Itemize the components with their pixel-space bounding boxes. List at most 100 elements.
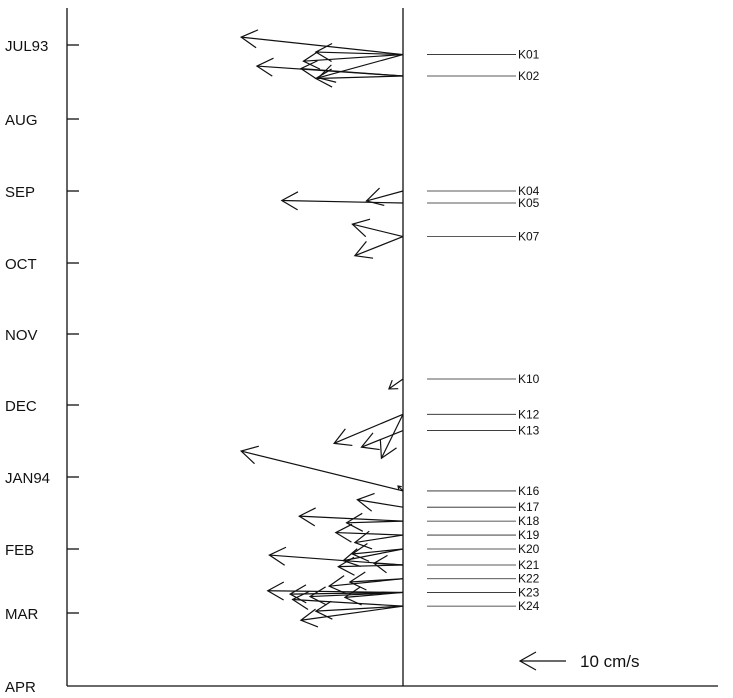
vector-k21-1-shaft	[338, 564, 404, 568]
vector-k12-0-shaft	[333, 413, 404, 444]
vector-k23-2-shaft	[310, 591, 404, 598]
station-label-k19: K19	[518, 528, 540, 542]
scale-arrow-head	[518, 651, 537, 671]
station-k22	[327, 571, 404, 595]
vector-k18-1-head	[345, 512, 364, 532]
station-k16	[239, 445, 404, 492]
vector-k24-0-shaft	[292, 598, 404, 607]
vector-k18-0-shaft	[299, 515, 404, 522]
vector-k16-1-head	[397, 485, 402, 490]
vector-k23-3	[343, 586, 404, 606]
vector-k20-1-shaft	[343, 548, 404, 562]
tick-label-aug: AUG	[5, 112, 38, 129]
vector-k10-0-head	[388, 379, 399, 390]
scale-label: 10 cm/s	[580, 652, 640, 671]
vector-k18-0	[298, 507, 404, 527]
vector-k02-0-head	[255, 57, 274, 77]
vector-k07-0-shaft	[352, 223, 404, 238]
vector-k01-0-head	[239, 29, 259, 49]
vector-k16-0-head	[239, 445, 259, 465]
vector-k24-1-shaft	[315, 605, 404, 612]
vector-k12-1-shaft	[380, 414, 404, 459]
vector-k19-1-head	[353, 530, 373, 550]
vector-k21-0-head	[268, 546, 287, 566]
station-k21	[268, 546, 404, 576]
scale-arrow	[518, 651, 566, 671]
vector-k16-0	[239, 445, 404, 492]
vector-k16-0-shaft	[241, 450, 404, 492]
current-vectors	[239, 29, 404, 628]
tick-label-feb: FEB	[5, 542, 34, 559]
vector-k01-1	[302, 50, 404, 70]
vector-k20-0-shaft	[352, 548, 404, 555]
vector-k02-1	[299, 60, 404, 80]
vector-k20-0-head	[351, 542, 370, 562]
vector-k16-1-shaft	[397, 485, 404, 492]
vector-k23-2	[308, 586, 404, 606]
vector-k24-0-head	[291, 590, 310, 610]
vector-k23-2-head	[308, 586, 327, 606]
station-label-k23: K23	[518, 585, 540, 599]
vector-k12-1-head	[379, 439, 397, 460]
station-label-k20: K20	[518, 542, 540, 556]
vector-k21-2-head	[372, 554, 388, 574]
vector-k17-0-shaft	[357, 499, 404, 508]
tick-label-sep: SEP	[5, 184, 35, 201]
vector-k04-0	[365, 187, 404, 207]
vector-k01-0	[239, 29, 404, 56]
station-k17	[356, 492, 404, 512]
vector-k01-3-head	[314, 42, 333, 63]
vector-k13-0-shaft	[361, 429, 404, 448]
vector-k21-0	[268, 546, 404, 566]
vector-k22-1-shaft	[349, 578, 404, 583]
station-k12	[332, 413, 404, 460]
station-k13	[360, 429, 404, 451]
station-label-k17: K17	[518, 500, 540, 514]
vector-k24-2-shaft	[300, 605, 404, 621]
vector-k13-0-head	[360, 432, 380, 451]
vector-k02-2-shaft	[315, 75, 404, 80]
vector-k19-0-head	[334, 523, 353, 543]
vector-k23-0	[266, 581, 404, 601]
vector-k22-1-head	[348, 571, 367, 591]
station-k10	[388, 378, 404, 390]
vector-k07-1-shaft	[354, 236, 404, 257]
time-axis-ticks: JUL93 AUG SEP OCT NOV DEC JAN94 FEB MAR APR	[5, 38, 79, 696]
station-label-k04: K04	[518, 184, 540, 198]
vector-k01-0-shaft	[241, 36, 404, 56]
vector-k01-2	[317, 53, 404, 83]
vector-k07-1	[353, 236, 404, 259]
vector-k19-1	[353, 530, 404, 550]
vector-k12-1	[379, 414, 404, 460]
vector-k21-2	[372, 554, 404, 574]
tick-label-jul93: JUL93	[5, 38, 48, 55]
vector-k19-0	[334, 523, 404, 543]
station-label-k12: K12	[518, 407, 540, 421]
vector-k24-0	[291, 590, 404, 610]
vector-k12-0	[332, 413, 404, 447]
tick-label-mar: MAR	[5, 606, 39, 623]
vector-k04-0-shaft	[366, 190, 404, 202]
vector-k02-2-head	[314, 68, 333, 88]
station-label-k10: K10	[518, 372, 540, 386]
station-k18	[298, 507, 404, 532]
tick-label-jan94: JAN94	[5, 470, 50, 487]
vector-k18-0-head	[298, 507, 316, 527]
vector-k23-0-head	[266, 581, 285, 601]
vector-k01-2-shaft	[318, 53, 404, 79]
vector-k23-3-head	[343, 586, 362, 606]
station-label-k18: K18	[518, 514, 540, 528]
vector-k01-1-shaft	[303, 53, 404, 62]
station-k02	[255, 57, 404, 88]
vector-k01-1-head	[302, 50, 321, 70]
station-label-k16: K16	[518, 484, 540, 498]
scale-arrow-group: 10 cm/s	[518, 651, 640, 671]
station-label-k05: K05	[518, 196, 540, 210]
station-label-k22: K22	[518, 572, 540, 586]
tick-label-oct: OCT	[5, 256, 37, 273]
vector-k13-0	[360, 429, 404, 451]
station-label-k13: K13	[518, 424, 540, 438]
vector-k19-0-shaft	[335, 531, 404, 536]
